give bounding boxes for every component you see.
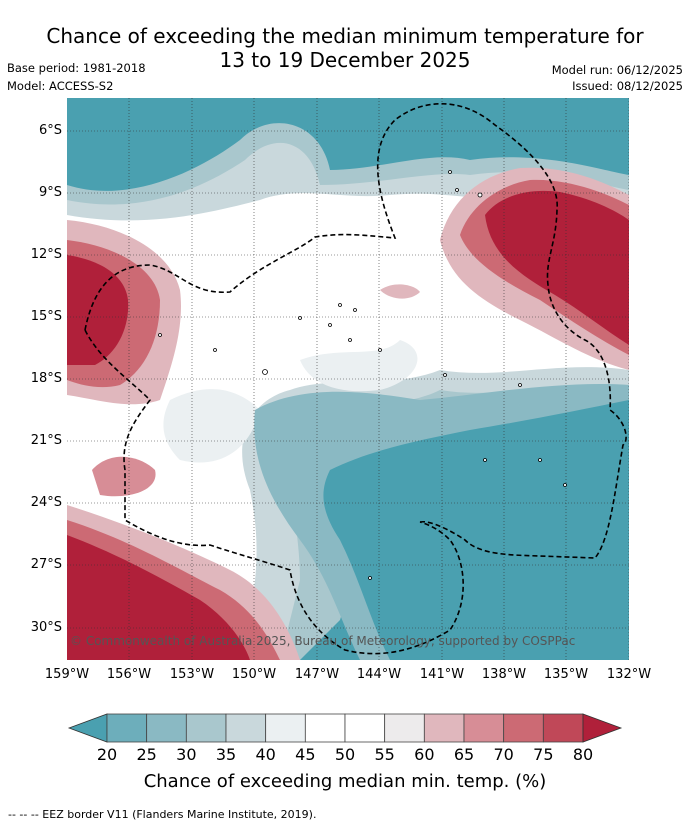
lon-label: 153°W [169,667,215,682]
colorbar-segment [423,713,465,743]
lat-label: 6°S [38,123,62,138]
colorbar-segment [185,713,227,743]
lon-label: 150°W [231,667,277,682]
colorbar-tick: 55 [374,745,395,764]
lon-label: 156°W [106,667,152,682]
colorbar-tick: 20 [96,745,118,764]
lon-label: 144°W [356,667,402,682]
lon-label: 135°W [543,667,589,682]
colorbar-segment [106,713,148,743]
light-blue-patch [163,340,418,463]
colorbar-segment [344,713,386,743]
lat-label: 27°S [30,557,62,572]
pink-small-left [92,456,156,497]
colorbar-extend-high [582,713,623,743]
lat-label: 24°S [30,495,62,510]
colorbar-tick: 70 [493,745,514,764]
colorbar-tick: 75 [533,745,554,764]
islands [158,170,567,580]
pink-patch [380,284,420,299]
lon-label: 141°W [419,667,465,682]
lat-label: 9°S [38,185,62,200]
eez-borders [84,103,627,655]
model-name: Model: ACCESS-S2 [7,79,114,93]
lon-label: 138°W [481,667,527,682]
lon-label: 132°W [606,667,652,682]
colorbar-segment [146,713,187,743]
colorbar-tick: 60 [414,745,435,764]
lat-label: 12°S [30,247,62,262]
bottom-teal-core [323,400,629,660]
eez-legend-note: -- -- -- EEZ border V11 (Flanders Marine… [8,808,317,821]
colorbar-tick: 80 [572,745,594,764]
base-period: Base period: 1981-2018 [7,61,146,75]
colorbar-segment [384,713,425,743]
colorbar-tick: 25 [136,745,157,764]
darkred-left [67,255,129,365]
colorbar-extend-low [67,713,108,743]
colorbar [67,713,623,743]
darkred-bottom-left [67,535,250,660]
issued-date: Issued: 08/12/2025 [572,79,683,93]
colorbar-segment [225,713,267,743]
colorbar-tick: 40 [255,745,276,764]
colorbar-segment [304,713,346,743]
map-title: Chance of exceeding the median minimum t… [46,24,644,72]
colorbar-tick: 45 [295,745,316,764]
colorbar-segment [463,713,505,743]
lat-label: 21°S [30,433,62,448]
model-run: Model run: 06/12/2025 [551,63,683,77]
colorbar-label: Chance of exceeding median min. temp. (%… [143,771,547,792]
white-region [67,193,629,660]
colorbar-tick: 30 [176,745,197,764]
colorbar-segment [265,713,306,743]
colorbar-segment [542,713,584,743]
lat-label: 18°S [30,371,62,386]
colorbar-tick: 35 [215,745,237,764]
probability-map [67,98,629,660]
colorbar-tick: 65 [453,745,475,764]
lat-label: 30°S [30,620,62,635]
darkred-top-right [485,190,629,345]
copyright-notice: © Commonwealth of Australia 2025, Bureau… [70,634,576,648]
lat-label: 15°S [30,309,62,324]
colorbar-tick: 50 [334,745,356,764]
lon-label: 159°W [44,667,90,682]
colorbar-segment [503,713,544,743]
lon-label: 147°W [294,667,340,682]
